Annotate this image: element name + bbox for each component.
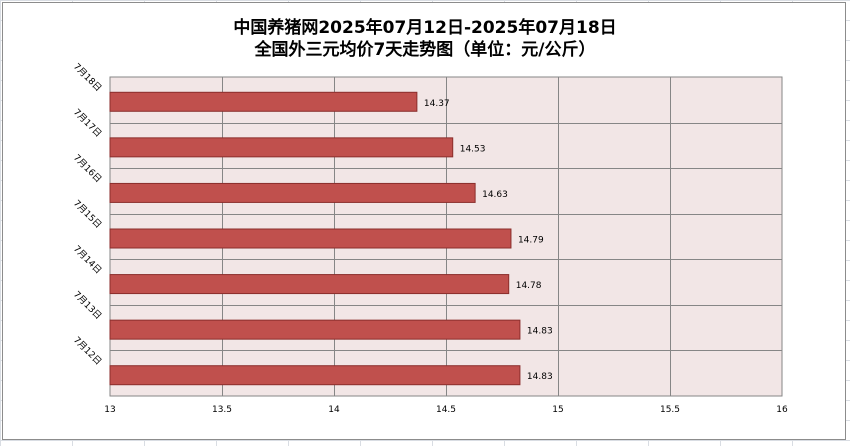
data-label: 14.83 [527, 372, 553, 382]
bar [109, 91, 418, 112]
x-tick-label: 15.5 [660, 405, 680, 415]
x-tick-label: 14.5 [436, 405, 456, 415]
x-tick-label: 13 [104, 405, 115, 415]
bar [109, 365, 521, 386]
y-tick-label: 7月12日 [71, 335, 104, 368]
bar [109, 228, 512, 249]
data-label: 14.53 [460, 144, 486, 154]
data-label: 14.83 [527, 327, 553, 337]
y-tick-label: 7月18日 [71, 61, 104, 94]
bar [109, 137, 454, 158]
data-label: 14.79 [518, 236, 544, 246]
data-label: 14.37 [424, 99, 450, 109]
chart-frame[interactable]: 中国养猪网2025年07月12日-2025年07月18日 全国外三元均价7天走势… [2, 2, 846, 440]
x-tick-label: 14 [328, 405, 340, 415]
bar [109, 182, 476, 203]
data-label: 14.63 [482, 190, 508, 200]
y-tick-label: 7月17日 [71, 107, 104, 140]
x-tick-label: 13.5 [212, 405, 232, 415]
y-tick-label: 7月15日 [71, 198, 104, 231]
bar [109, 319, 521, 340]
bar [109, 274, 510, 295]
bar-chart: 14.37 7月18日 14.53 7月17日 14.63 7月16日 14.79 7月15日… [71, 61, 788, 415]
chart-title: 中国养猪网2025年07月12日-2025年07月18日 全国外三元均价7天走势… [3, 17, 847, 61]
x-tick-label: 15 [552, 405, 563, 415]
y-tick-label: 7月13日 [71, 289, 104, 322]
x-tick-label: 16 [776, 405, 788, 415]
data-label: 14.78 [516, 281, 542, 291]
chart-title-line-2: 全国外三元均价7天走势图（单位：元/公斤） [254, 40, 596, 60]
y-tick-label: 7月14日 [71, 244, 104, 277]
y-tick-label: 7月16日 [71, 152, 104, 185]
chart-title-line-1: 中国养猪网2025年07月12日-2025年07月18日 [233, 18, 617, 38]
